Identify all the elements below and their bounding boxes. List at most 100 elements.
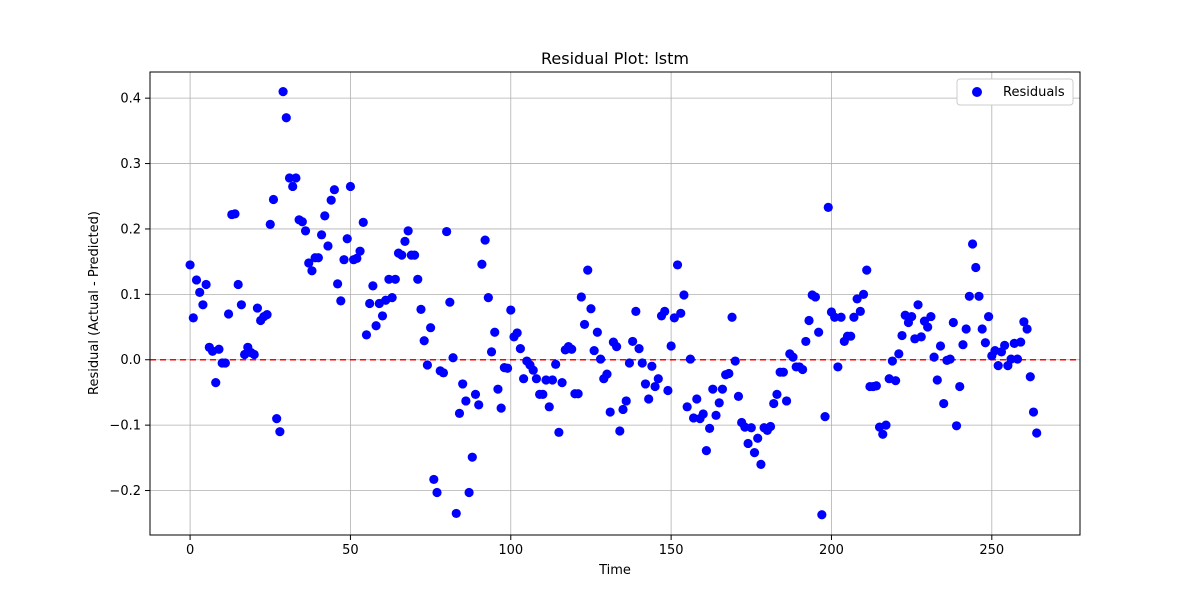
residual-point [230,209,240,219]
residual-point [313,253,323,263]
residual-point [589,345,599,356]
residual-point [236,300,246,310]
residual-point [711,410,721,420]
x-tick-label: 50 [342,543,359,558]
residual-point [871,381,881,391]
residual-point [438,368,449,378]
residual-point [304,258,314,268]
residual-point [717,384,728,394]
residual-point [554,427,564,437]
residual-point [929,352,939,362]
residual-point [233,279,243,290]
residual-point [1000,340,1010,350]
residual-point [660,306,670,316]
residual-point [403,226,413,236]
residual-point [964,291,974,301]
y-tick-label: 0.1 [120,288,141,303]
residual-point [948,317,958,328]
legend: Residuals [956,78,1074,106]
residual-point [371,321,381,331]
residual-point [727,312,737,322]
residual-point [493,384,503,394]
residual-point [448,353,458,363]
residual-point [352,253,362,263]
residual-point [586,304,596,314]
plot-frame [149,71,1081,536]
residual-point [730,356,740,366]
residual-point [862,265,872,275]
residual-point [426,323,436,333]
residual-point [329,185,339,195]
residual-point [984,311,994,322]
residual-point [769,398,779,409]
residual-point [185,260,195,270]
residual-point [897,330,907,341]
residual-point [855,306,865,316]
residual-point [336,296,346,306]
residual-point [672,260,683,270]
residual-point [814,327,824,337]
residual-point [935,341,946,351]
residual-point [644,394,654,404]
residual-point [201,279,211,290]
residual-point [474,400,484,410]
residual-point [480,235,490,245]
residual-point [583,265,593,275]
residual-point [339,255,349,265]
residual-point [483,293,493,303]
residual-point [714,398,724,408]
residual-point [416,304,426,314]
residual-point [547,375,558,385]
residual-point [602,369,612,379]
legend-box [956,78,1074,106]
residual-point [820,412,830,422]
residual-point [907,311,917,322]
residual-point [804,315,814,326]
residual-point [220,358,230,368]
y-tick-label: −0.2 [109,484,141,499]
residual-point [361,330,372,340]
residual-point [974,291,984,301]
residual-point [461,396,471,406]
residual-point [519,374,529,384]
residual-point [772,389,782,399]
residual-point [557,378,567,388]
residual-point [1016,337,1026,347]
residual-point [852,294,862,304]
residual-point [477,259,487,269]
residual-point [272,413,282,424]
residual-point [698,409,708,419]
residual-point [663,385,673,396]
residual-point [765,421,776,432]
residual-point [951,421,962,431]
residual-point [528,365,538,375]
residual-point [198,300,208,310]
residual-point [268,194,279,205]
scatter-points [185,87,1042,520]
residual-point [980,338,990,348]
residual-point [846,331,856,341]
residual-point [278,87,288,97]
residual-point [464,487,474,498]
residual-point [288,181,298,192]
residual-point [384,274,394,284]
residual-point [316,230,327,240]
residual-point [887,356,897,366]
residual-point [195,287,205,297]
residual-point [666,341,676,351]
residual-point [653,374,663,384]
residual-point [515,344,525,354]
residual-point [923,322,933,332]
residual-point [669,313,679,323]
residual-point [1032,428,1042,438]
residual-point [419,336,429,346]
residual-point [618,404,628,415]
residual-point [621,396,631,406]
residual-point [705,423,715,434]
residual-point [486,347,497,357]
residual-point [297,217,307,227]
residual-point [631,306,641,316]
residual-point [275,427,285,437]
residual-point [945,354,955,364]
